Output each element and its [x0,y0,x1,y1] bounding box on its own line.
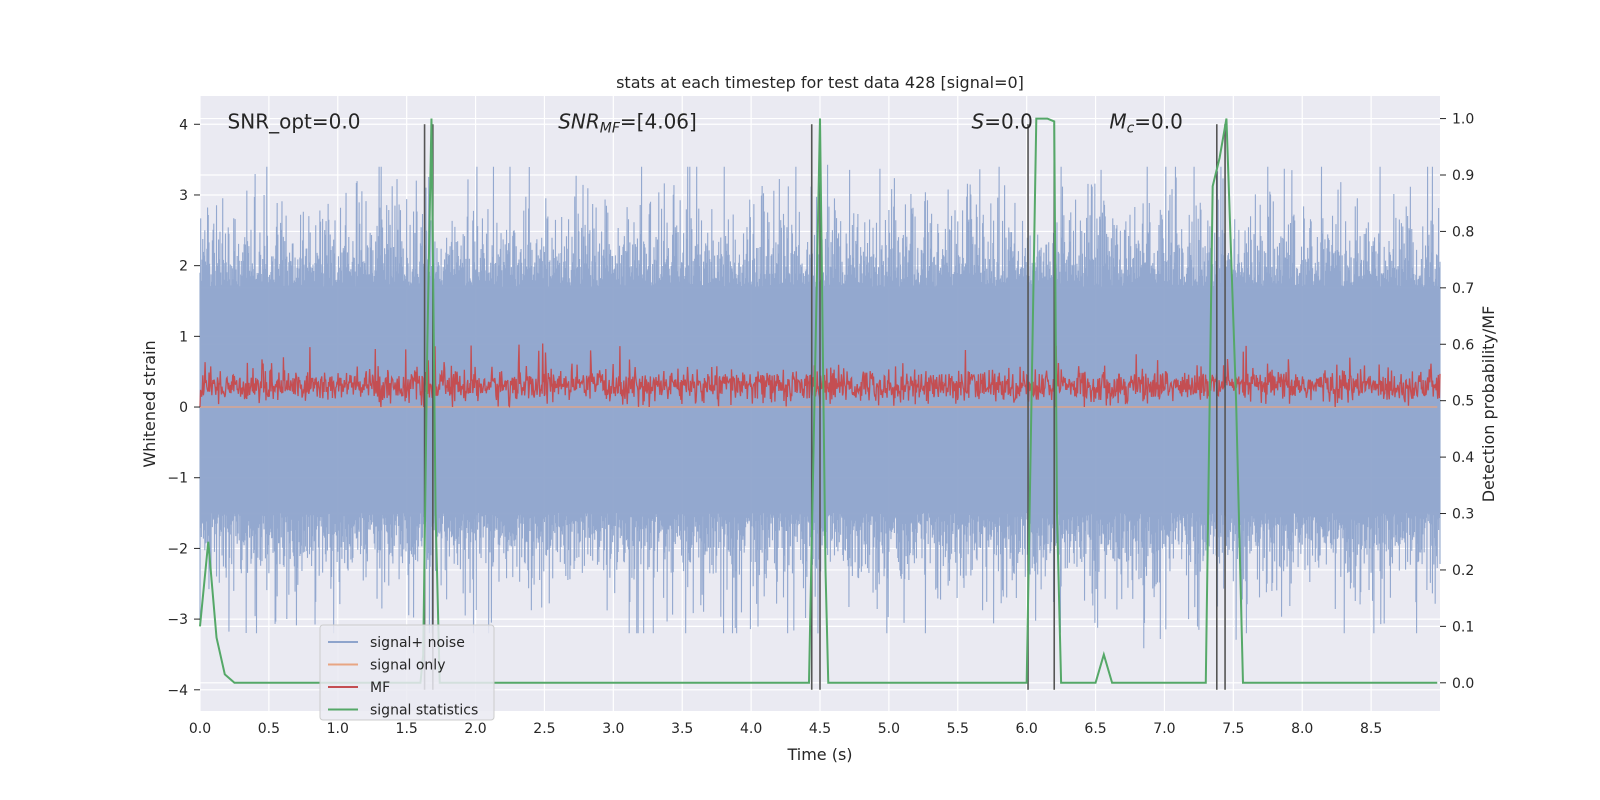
x-tick-label: 6.5 [1084,721,1106,737]
x-tick-label: 5.0 [878,721,900,737]
y2-tick-label: 0.4 [1452,450,1474,466]
x-tick-label: 3.5 [671,721,693,737]
y-tick-label: 4 [179,117,188,133]
y-tick-label: −2 [167,541,188,557]
y-ticks: −4 −3 −2 −1 0 1 2 3 4 [167,117,200,699]
x-tick-label: 6.0 [1016,721,1038,737]
y2-tick-label: 0.1 [1452,619,1474,635]
y-tick-label: 1 [179,329,188,345]
legend-label: signal only [370,658,445,674]
y2-tick-label: 0.3 [1452,507,1474,523]
annotation-s-stat: S=0.0 [972,110,1033,134]
x-tick-label: 4.5 [809,721,831,737]
y-tick-label: −3 [167,612,188,628]
y2-axis-label: Detection probability/MF [1479,306,1498,503]
y2-tick-label: 0.7 [1452,281,1474,297]
x-tick-label: 7.5 [1222,721,1244,737]
legend-label: MF [370,680,390,696]
y2-tick-label: 0.0 [1452,676,1474,692]
x-tick-label: 7.0 [1153,721,1175,737]
legend-label: signal+ noise [370,635,465,651]
x-tick-label: 5.5 [947,721,969,737]
y2-tick-label: 0.9 [1452,168,1474,184]
y-tick-label: −1 [167,471,188,487]
x-tick-label: 1.0 [327,721,349,737]
y2-ticks: 0.0 0.1 0.2 0.3 0.4 0.5 0.6 0.7 0.8 0.9 1.0 [1440,112,1474,692]
annotation-snr-mf: SNRMF=[4.06] [558,110,697,137]
y-tick-label: −4 [167,683,188,699]
y-axis-label: Whitened strain [140,340,159,467]
y-tick-label: 2 [179,259,188,275]
annotations: SNR_opt=0.0 SNRMF=[4.06] S=0.0 Mc=0.0 [228,110,1183,137]
x-tick-label: 0.5 [258,721,280,737]
x-tick-label: 2.5 [533,721,555,737]
x-axis-label: Time (s) [786,745,852,764]
x-tick-label: 1.5 [396,721,418,737]
y-tick-label: 0 [179,400,188,416]
annotation-snr-opt: SNR_opt=0.0 [228,110,361,134]
y2-tick-label: 1.0 [1452,112,1474,128]
legend-label: signal statistics [370,703,478,719]
x-tick-label: 8.5 [1360,721,1382,737]
x-tick-label: 2.0 [464,721,486,737]
legend-box [319,624,495,721]
y2-tick-label: 0.2 [1452,563,1474,579]
x-tick-label: 8.0 [1291,721,1313,737]
y2-tick-label: 0.5 [1452,394,1474,410]
y2-tick-label: 0.6 [1452,337,1474,353]
x-tick-label: 4.0 [740,721,762,737]
legend: signal+ noise signal only MF signal statist… [319,624,495,721]
x-ticks: 0.0 0.5 1.0 1.5 2.0 2.5 3.0 3.5 4.0 4.5 5.0 5.5 6.0 6… [189,721,1382,737]
x-tick-label: 3.0 [602,721,624,737]
y-tick-label: 3 [179,188,188,204]
y2-tick-label: 0.8 [1452,224,1474,240]
x-tick-label: 0.0 [189,721,211,737]
annotation-mc: Mc=0.0 [1109,110,1183,137]
chart-title: stats at each timestep for test data 428… [616,73,1024,92]
